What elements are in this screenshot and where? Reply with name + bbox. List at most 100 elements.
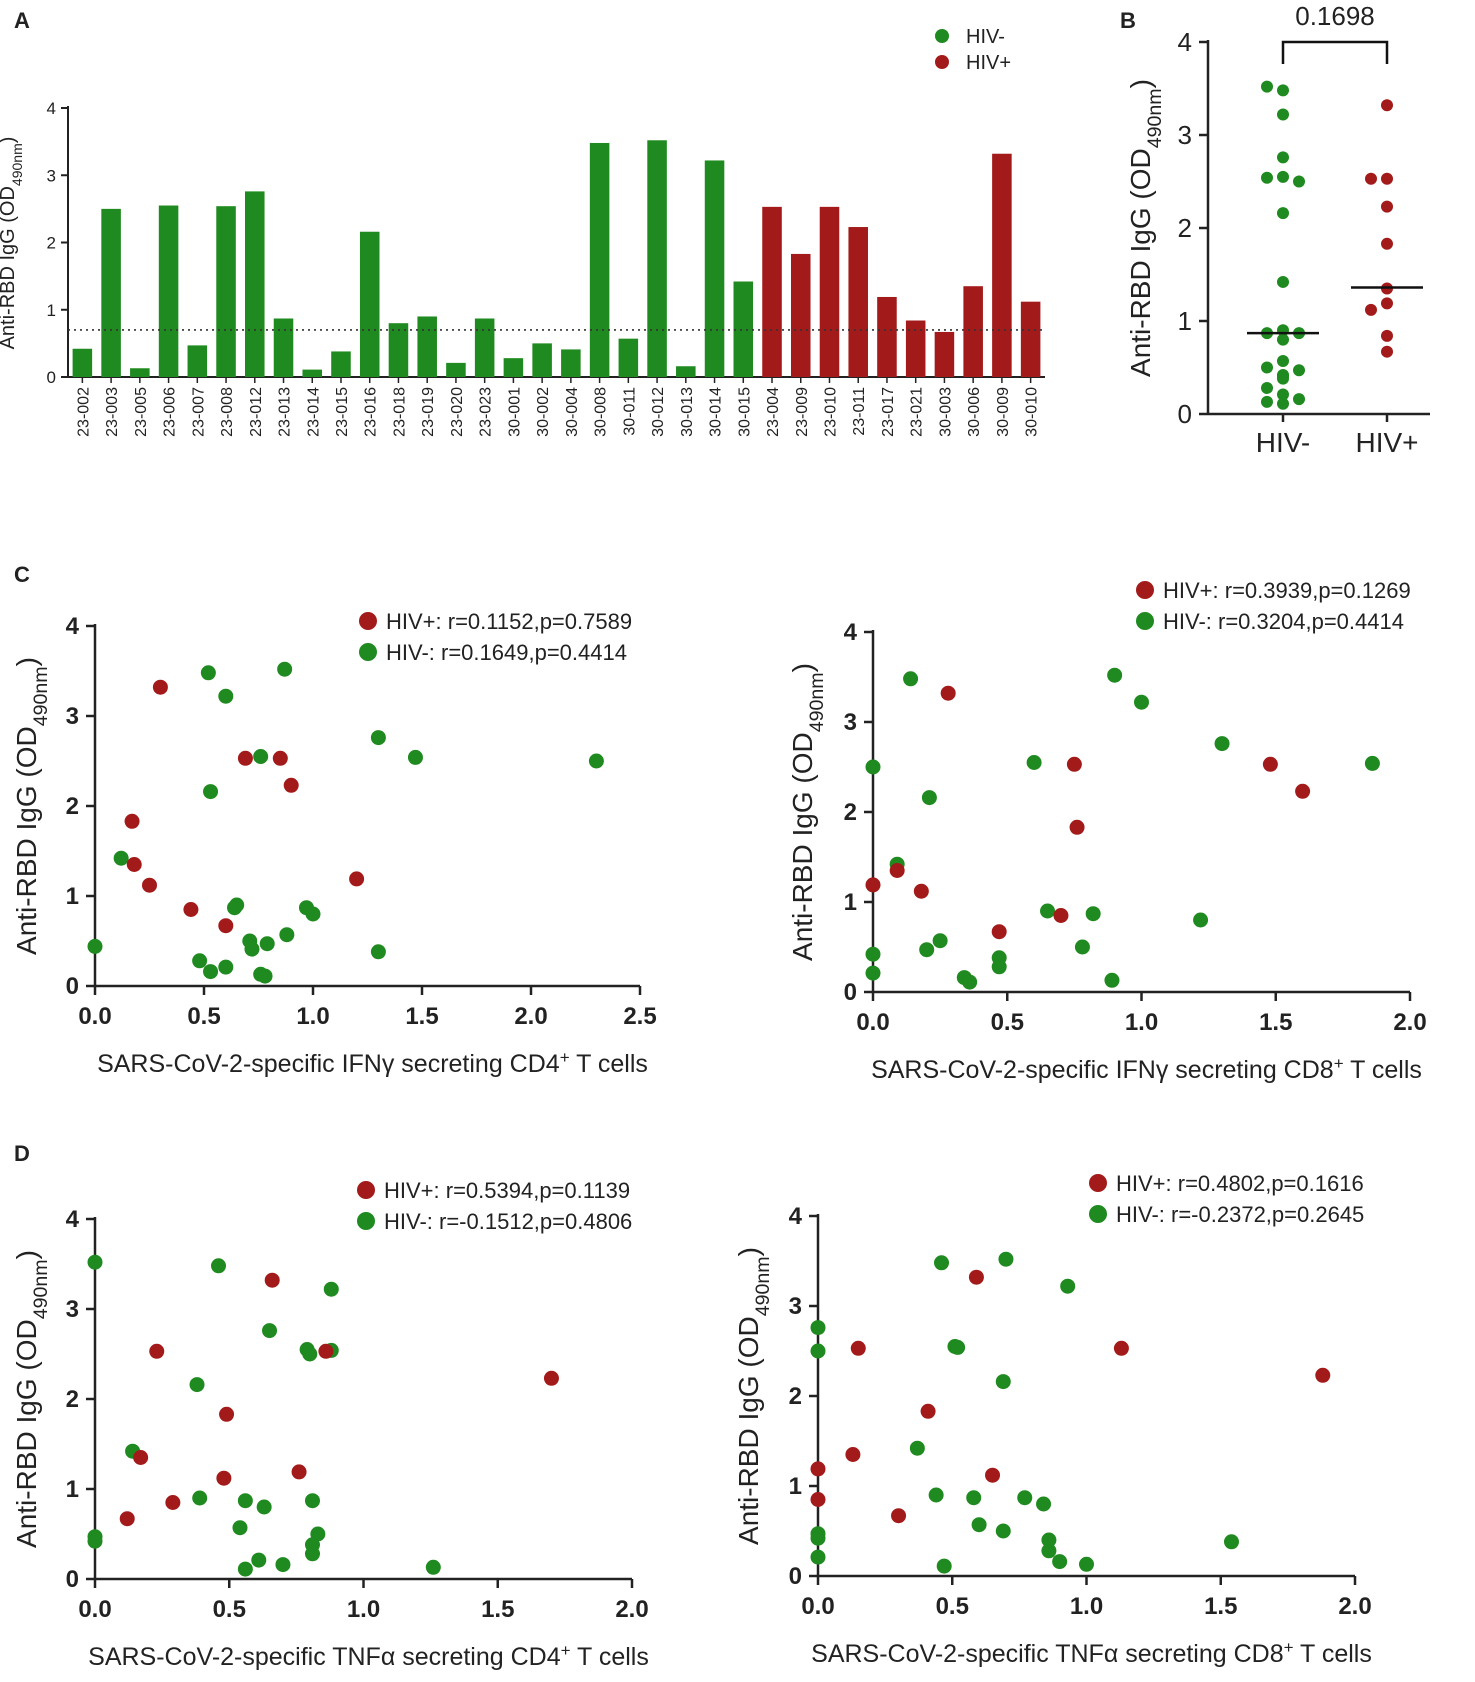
legend-marker <box>1089 1205 1107 1223</box>
data-point <box>810 1461 826 1477</box>
x-tick-label: 23-009 <box>794 387 811 437</box>
y-tick-label: 4 <box>66 613 80 640</box>
data-point <box>323 1281 339 1297</box>
data-point <box>1261 381 1273 394</box>
bar <box>934 331 955 377</box>
panel-b-dot-plot: 0 1 2 3 4 HIV- HIV+ 0.1698 Anti-RBD IgG (OD490nm… <box>1125 1 1430 458</box>
y-tick-label: 3 <box>789 1293 802 1320</box>
data-point <box>810 1492 826 1507</box>
x-tick-label: 2.5 <box>623 1003 656 1030</box>
data-point <box>237 750 253 766</box>
y-tick-label: 4 <box>66 1206 80 1233</box>
x-tick-label: 30-012 <box>650 387 667 437</box>
legend-marker <box>1136 612 1154 630</box>
bar <box>245 191 265 377</box>
data-point <box>262 1323 278 1339</box>
data-point <box>165 1495 181 1510</box>
data-point <box>152 679 168 695</box>
data-point <box>318 1343 334 1359</box>
data-point <box>264 1272 280 1288</box>
data-point <box>588 753 604 769</box>
data-point <box>113 850 129 866</box>
data-point <box>913 883 929 899</box>
data-point <box>1074 939 1090 955</box>
data-point <box>218 918 234 934</box>
legend-marker <box>935 29 949 43</box>
bar <box>101 208 121 377</box>
data-point <box>237 1561 253 1577</box>
data-point <box>1052 1554 1068 1570</box>
data-point <box>950 1339 966 1355</box>
data-point <box>1134 694 1149 710</box>
data-point <box>370 730 386 746</box>
data-point <box>810 1549 826 1565</box>
data-point <box>985 1467 1001 1483</box>
x-tick-label: 0.5 <box>991 1009 1024 1036</box>
bar <box>187 345 208 377</box>
legend-marker <box>935 55 949 69</box>
data-point <box>1193 912 1209 928</box>
y-tick-label: 1 <box>844 889 857 916</box>
x-tick-label: 0.5 <box>936 1593 969 1620</box>
panel-a-bar-chart: 0 1 2 3 4 23-002 23-003 23-005 23-006 23-007 23-00… <box>0 26 1045 437</box>
data-point <box>1262 756 1278 772</box>
x-tick-label: 1.5 <box>1204 1593 1237 1620</box>
data-point <box>995 1523 1011 1539</box>
data-point <box>1277 170 1289 183</box>
x-tick-label: 2.0 <box>1393 1009 1426 1036</box>
bar <box>762 206 782 377</box>
data-point <box>200 665 216 681</box>
y-tick-label: 3 <box>47 166 56 185</box>
data-point <box>1277 333 1289 346</box>
x-tick-label: 23-011 <box>851 387 868 436</box>
data-point <box>1107 667 1123 683</box>
x-tick-label: 23-007 <box>190 387 207 437</box>
data-point <box>1277 388 1289 401</box>
y-tick-label: 2 <box>47 234 56 253</box>
y-tick-label: 4 <box>844 619 858 646</box>
x-axis-title: SARS-CoV-2-specific TNFα secreting CD8+ … <box>811 1638 1372 1669</box>
data-point <box>1085 906 1101 922</box>
bar <box>905 320 926 377</box>
legend-marker <box>357 1212 375 1230</box>
y-axis-title: Anti-RBD IgG (OD490nm) <box>733 1247 774 1545</box>
data-point <box>889 863 905 878</box>
data-point <box>203 784 219 800</box>
y-tick-label: 0 <box>789 1563 802 1590</box>
legend-marker <box>357 1181 375 1199</box>
data-point <box>865 759 881 775</box>
bar <box>676 366 696 377</box>
x-tick-label: 1.5 <box>481 1596 514 1623</box>
x-tick-label: 23-008 <box>219 387 236 437</box>
bar <box>216 206 236 377</box>
data-point <box>903 671 919 687</box>
x-tick-label: 23-012 <box>248 387 265 437</box>
data-point <box>211 1258 227 1274</box>
p-value-label: 0.1698 <box>1295 1 1375 31</box>
x-tick-label: 23-019 <box>420 387 437 437</box>
data-point <box>305 906 321 922</box>
legend-label: HIV+ <box>966 52 1011 74</box>
x-tick-label: 1.5 <box>405 1003 438 1030</box>
bar <box>532 343 552 377</box>
data-point <box>1365 172 1377 185</box>
x-tick-label: 23-006 <box>162 387 179 437</box>
x-tick-label: 23-015 <box>334 387 351 437</box>
y-tick-label: 2 <box>66 793 79 820</box>
data-point <box>1041 1532 1057 1548</box>
data-point <box>1261 171 1273 184</box>
legend-label: HIV+: r=0.5394,p=0.1139 <box>384 1178 630 1203</box>
x-tick-label: 23-014 <box>305 387 322 437</box>
data-point <box>891 1508 907 1524</box>
bar <box>618 338 639 377</box>
y-tick-label: 1 <box>66 1476 79 1503</box>
bar <box>647 140 667 377</box>
bar <box>331 351 351 377</box>
data-point <box>1293 175 1305 188</box>
x-tick-label: 0.0 <box>78 1003 111 1030</box>
data-point <box>244 941 260 957</box>
data-point <box>1364 755 1380 771</box>
data-point <box>928 1487 944 1503</box>
y-tick-label: 3 <box>1178 120 1192 150</box>
